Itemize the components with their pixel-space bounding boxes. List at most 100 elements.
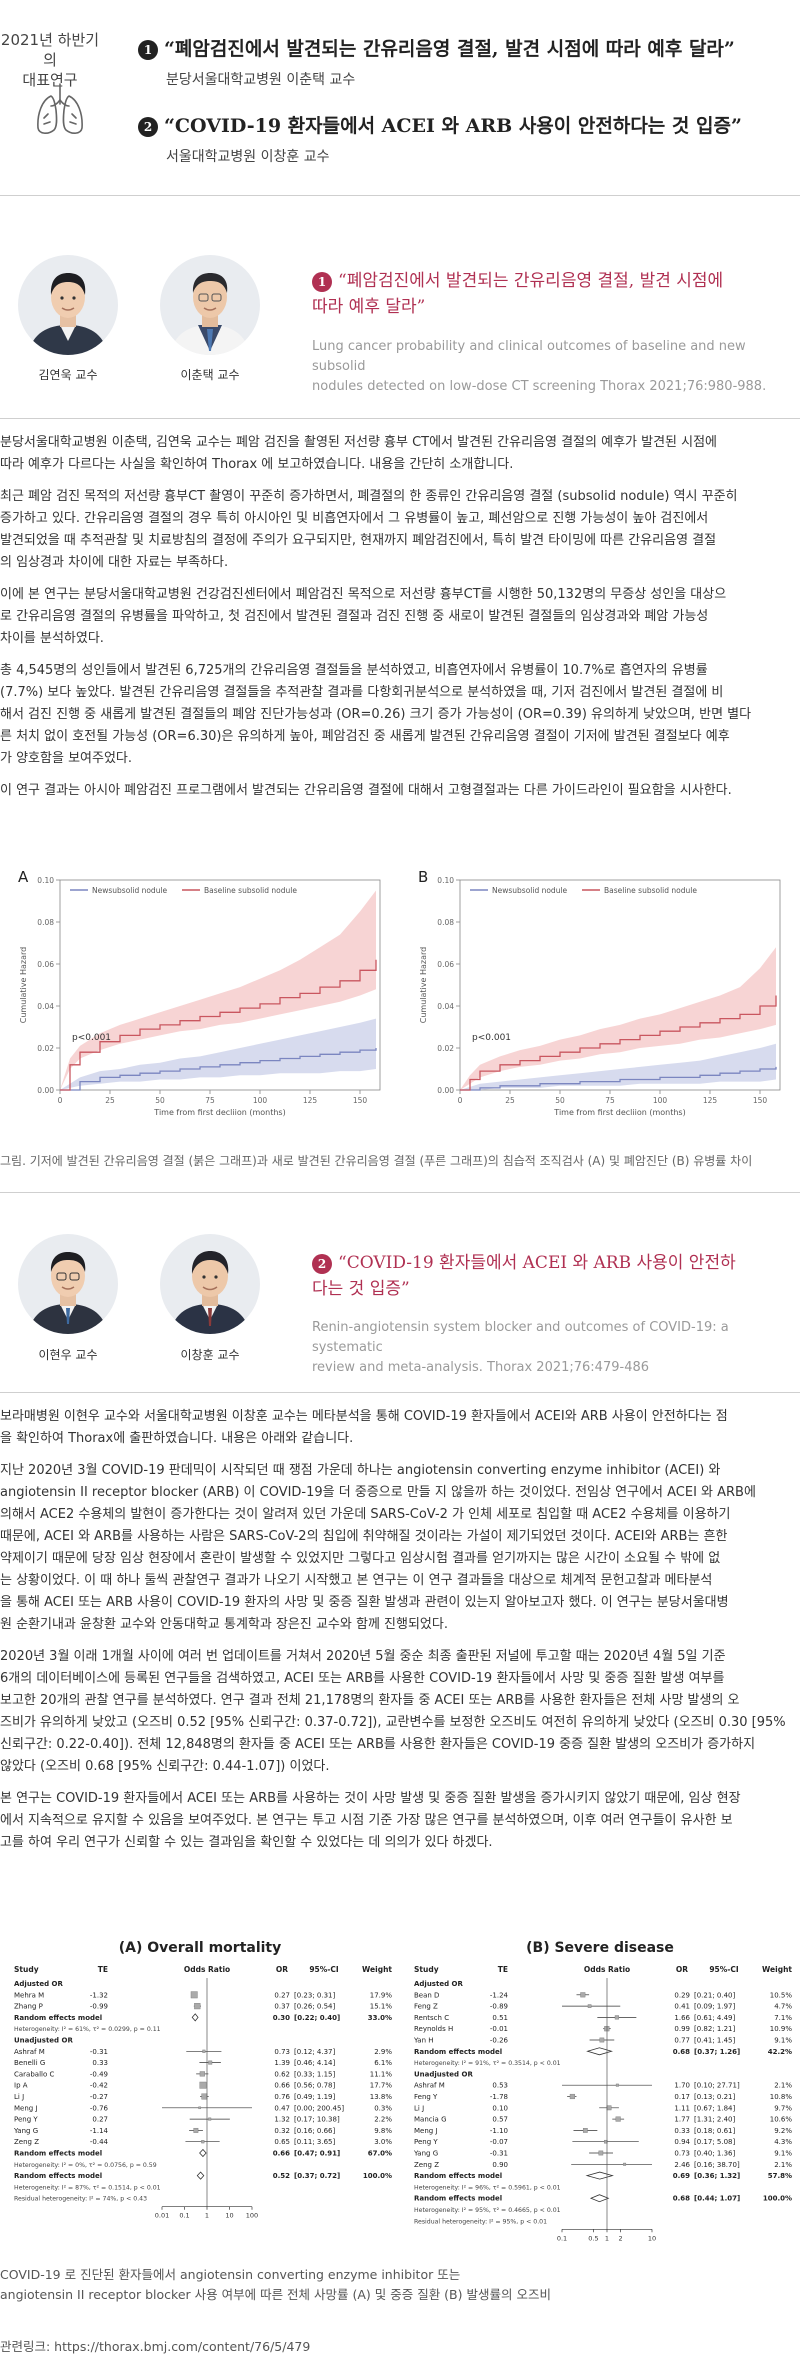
forest-or-value: 0.30 (273, 2014, 290, 2022)
forest-te-value: 0.10 (492, 2104, 508, 2112)
related-link[interactable]: 관련링크: https://thorax.bmj.com/content/76/… (0, 2339, 311, 2354)
x-tick-label: 50 (555, 1096, 565, 1105)
forest-weight-value: 4.7% (774, 2003, 792, 2011)
forest-ci-value: [0.47; 0.91] (294, 2150, 340, 2158)
portrait-kim (18, 255, 118, 355)
forest-or-value: 0.99 (674, 2025, 690, 2033)
forest-axis-tick-label: 0.5 (588, 2234, 598, 2242)
forest-weight-value: 10.8% (770, 2093, 793, 2101)
forest-diamond (196, 2171, 205, 2180)
forest-or-value: 1.77 (674, 2116, 690, 2124)
forest-te-value: 0.27 (92, 2116, 108, 2124)
series-line (460, 1066, 777, 1091)
header-year-label: 2021년 하반기의 대표연구 (0, 30, 100, 90)
plot-frame (459, 879, 781, 1091)
x-tick-label: 150 (753, 1096, 768, 1105)
column-header: OR (676, 1965, 688, 1974)
forest-te-value: -0.26 (490, 2037, 509, 2045)
forest-weight-value: 10.9% (770, 2025, 793, 2033)
forest-weight-value: 4.3% (774, 2138, 792, 2146)
forest-point (199, 2081, 207, 2089)
forest-or-value: 0.29 (674, 1991, 690, 1999)
person-name: 이현우 교수 (38, 1348, 98, 1362)
forest-weight-value: 2.9% (374, 2048, 392, 2056)
forest-or-value: 0.65 (274, 2138, 290, 2146)
forest-point (208, 2060, 213, 2065)
series-line (460, 995, 777, 1091)
forest-axis-tick-label: 100 (246, 2212, 258, 2220)
forest-ci-value: [0.17; 10.38] (294, 2116, 340, 2124)
forest-or-value: 0.52 (273, 2172, 290, 2180)
series-line (60, 1048, 377, 1091)
section-divider (0, 1192, 800, 1193)
forest-row-label: Reynolds H (414, 2025, 453, 2033)
column-header: TE (498, 1965, 508, 1974)
forest-axis-tick-label: 2 (618, 2234, 622, 2242)
forest-weight-value: 42.2% (768, 2048, 792, 2056)
paragraph: 2020년 3월 이래 1개월 사이에 여러 번 업데이트를 거쳐서 2020년… (0, 1649, 786, 1774)
forest-weight-value: 2.1% (774, 2161, 792, 2169)
chart-a: A 0.00 0.02 0.04 0.06 0.08 0.10 0 25 50 75 100 125 15… (18, 868, 381, 1117)
forest-axis-tick-label: 0.1 (557, 2234, 567, 2242)
forest-or-value: 0.37 (274, 2003, 290, 2011)
forest-ci-value: [0.13; 0.21] (694, 2093, 735, 2101)
forest-te-value: -0.76 (90, 2104, 109, 2112)
series-line (60, 959, 377, 1091)
y-tick-label: 0.06 (37, 960, 54, 969)
forest-b-title: (B) Severe disease (526, 1940, 674, 1956)
forest-weight-value: 7.1% (774, 2014, 792, 2022)
forest-te-value: 0.51 (492, 2014, 508, 2022)
forest-weight-value: 17.7% (370, 2082, 393, 2090)
y-axis-label: Cumulative Hazard (419, 947, 428, 1023)
forest-row-label: Li J (14, 2093, 24, 2101)
legend-label: Baseline subsolid nodule (604, 886, 697, 895)
forest-row-label: Yan H (413, 2037, 434, 2045)
x-tick-label: 0 (458, 1096, 463, 1105)
y-tick-label: 0.08 (437, 918, 454, 927)
forest-diamond (585, 2171, 614, 2180)
forest-weight-value: 9.1% (774, 2150, 792, 2158)
forest-ci-value: [0.10; 27.71] (694, 2082, 740, 2090)
forest-ci-value: [0.37; 1.26] (694, 2048, 740, 2056)
forest-te-value: -0.01 (490, 2025, 508, 2033)
forest-te-value: -1.24 (490, 1991, 509, 1999)
forest-a-title: (A) Overall mortality (118, 1940, 282, 1956)
paragraph: 총 4,545명의 성인들에서 발견된 6,725개의 간유리음영 결절들을 분… (0, 663, 752, 766)
forest-te-value: 0.33 (92, 2059, 108, 2067)
forest-row-label: Unadjusted OR (14, 2037, 73, 2045)
forest-point (598, 2150, 604, 2156)
forest-point (582, 2128, 588, 2133)
forest-row-label: Residual heterogeneity: I² = 95%, p < 0.… (414, 2218, 547, 2225)
x-tick-label: 50 (155, 1096, 165, 1105)
forest-axis-tick-label: 0.1 (179, 2212, 189, 2220)
section1-body: 분당서울대학교병원 이춘택, 김연욱 교수는 폐암 검진을 촬영된 저선량 흉부… (0, 432, 800, 802)
forest-weight-value: 9.8% (374, 2127, 392, 2135)
forest-ci-value: [0.67; 1.84] (694, 2104, 735, 2112)
forest-weight-value: 9.2% (774, 2127, 792, 2135)
forest-axis-tick-label: 10 (648, 2234, 656, 2242)
forest-point (201, 2140, 205, 2144)
forest-or-value: 0.62 (274, 2070, 290, 2078)
forest-row-label: Heterogeneity: I² = 95%, τ² = 0.4665, p … (414, 2207, 561, 2214)
forest-te-value: -0.49 (90, 2070, 108, 2078)
forest-point (623, 2162, 627, 2166)
column-header: OR (276, 1965, 288, 1974)
forest-row-label: Meng J (414, 2127, 438, 2135)
y-tick-label: 0.02 (437, 1044, 454, 1053)
forest-axis-tick-label: 1 (605, 2234, 609, 2242)
forest-row-label: Random effects model (14, 2150, 102, 2158)
forest-row-label: Yang G (413, 2150, 438, 2158)
x-tick-label: 125 (303, 1096, 318, 1105)
paragraph: 최근 폐암 검진 목적의 저선량 흉부CT 촬영이 꾸준히 증가하면서, 폐결절… (0, 489, 738, 570)
column-header: 95%-CI (709, 1965, 739, 1974)
y-tick-label: 0.00 (37, 1086, 54, 1095)
forest-point (599, 2037, 605, 2043)
column-header: Odds Ratio (584, 1965, 630, 1974)
x-axis-label: Time from first decliion (months) (153, 1108, 285, 1117)
column-header: TE (98, 1965, 108, 1974)
column-header: Odds Ratio (184, 1965, 230, 1974)
forest-weight-value: 0.3% (374, 2104, 392, 2112)
confidence-band (60, 890, 376, 1090)
forest-diamond (586, 2047, 613, 2056)
forest-or-value: 0.47 (274, 2104, 290, 2112)
